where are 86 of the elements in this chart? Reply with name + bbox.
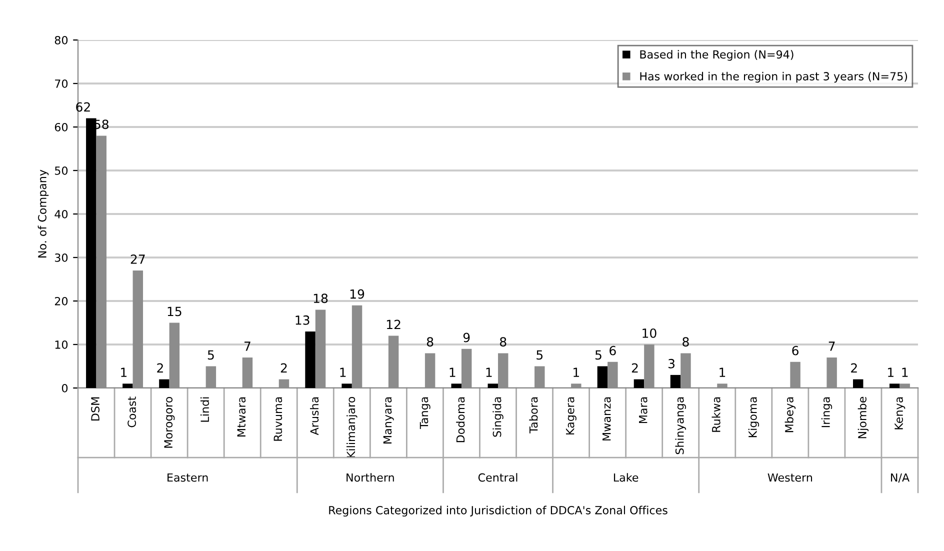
y-tick-label: 30 bbox=[54, 253, 68, 262]
x-tick-label: Kagera bbox=[566, 397, 576, 434]
data-label: 1 bbox=[888, 368, 894, 377]
y-axis-title: No. of Company bbox=[38, 170, 49, 258]
y-tick-label: 40 bbox=[54, 210, 68, 218]
data-label: 5 bbox=[595, 350, 602, 360]
x-tick-label: Arusha bbox=[310, 397, 319, 436]
data-label: 8 bbox=[682, 337, 689, 347]
x-tick-label: Shinyanga bbox=[675, 397, 686, 454]
bar bbox=[634, 379, 644, 388]
y-tick-label: 20 bbox=[54, 296, 68, 306]
data-label: 10 bbox=[642, 328, 656, 338]
x-tick-label: Njombe bbox=[858, 396, 869, 438]
x-tick-label: Dodoma bbox=[456, 397, 465, 442]
x-tick-label: Ruvuma bbox=[274, 397, 282, 441]
data-label: 8 bbox=[500, 337, 506, 347]
bar bbox=[597, 366, 608, 388]
x-tick-label: Mtwara bbox=[237, 397, 246, 436]
data-label: 2 bbox=[280, 363, 287, 373]
data-label: 1 bbox=[486, 368, 492, 377]
text: Eastern bbox=[168, 473, 208, 482]
data-label: 7 bbox=[244, 342, 250, 351]
text: Western bbox=[768, 473, 812, 482]
data-label: 15 bbox=[168, 306, 182, 316]
bar bbox=[852, 379, 864, 388]
data-label: 7 bbox=[828, 342, 835, 351]
x-tick-label: Kilimanjaro bbox=[346, 396, 358, 458]
x-tick-label: Rukwa bbox=[712, 397, 720, 432]
text: Lake bbox=[614, 473, 638, 482]
text: Northern bbox=[346, 473, 394, 482]
bar bbox=[488, 384, 498, 388]
x-tick-label: Manyara bbox=[383, 397, 394, 444]
x-tick-label: Mwanza bbox=[602, 397, 611, 440]
data-label: 5 bbox=[536, 350, 543, 360]
y-tick-label: 50 bbox=[54, 166, 68, 175]
data-label: 2 bbox=[632, 363, 638, 373]
x-tick-label: Mara bbox=[639, 397, 648, 424]
data-label: 5 bbox=[208, 350, 214, 360]
x-tick-label: Coast bbox=[128, 396, 136, 428]
x-tick-label: Kigoma bbox=[748, 397, 760, 438]
data-label: 8 bbox=[426, 337, 434, 347]
data-label: 2 bbox=[157, 363, 163, 373]
x-axis-title: Regions Categorized into Jurisdiction of DDCA's Zonal Offices bbox=[329, 506, 668, 517]
legend-label: Based in the Region (N=94) bbox=[640, 50, 794, 61]
bar bbox=[122, 384, 133, 388]
data-label: 1 bbox=[720, 368, 726, 377]
data-label: 1 bbox=[450, 368, 456, 377]
bar bbox=[342, 384, 352, 388]
data-label: 2 bbox=[851, 363, 857, 373]
x-tick-label: DSM bbox=[91, 397, 100, 420]
bar bbox=[451, 384, 462, 388]
y-tick-label: 70 bbox=[55, 79, 68, 88]
y-tick-label: 80 bbox=[54, 36, 68, 44]
data-label: 1 bbox=[574, 368, 579, 377]
data-label: 6 bbox=[610, 346, 616, 356]
data-label: 13 bbox=[296, 315, 310, 325]
text: N/A bbox=[891, 473, 910, 483]
x-tick-label: Kenya bbox=[894, 397, 906, 430]
x-tick-label: Iringa bbox=[821, 397, 832, 428]
data-label: 6 bbox=[792, 346, 798, 356]
data-label: 1 bbox=[902, 368, 908, 377]
y-tick-label: 60 bbox=[54, 122, 68, 132]
data-label: 9 bbox=[463, 332, 470, 342]
bar bbox=[86, 118, 96, 388]
data-label: 18 bbox=[314, 294, 328, 304]
bar bbox=[670, 374, 681, 388]
y-tick-label: 10 bbox=[55, 340, 68, 349]
x-tick-label: Lindi bbox=[200, 397, 210, 422]
bar bbox=[305, 331, 316, 388]
data-label: 12 bbox=[386, 320, 400, 330]
y-tick-label: 0 bbox=[62, 384, 68, 392]
legend-label: Has worked in the region in past 3 years (N=75) bbox=[640, 72, 908, 83]
x-tick-label: Singida bbox=[492, 397, 504, 437]
data-label: 1 bbox=[121, 368, 127, 377]
bar bbox=[890, 384, 900, 388]
x-tick-label: Morogoro bbox=[164, 396, 175, 448]
data-label: 1 bbox=[340, 368, 346, 377]
text: Central bbox=[478, 473, 518, 482]
data-label: 27 bbox=[130, 254, 145, 264]
x-tick-label: Tanga bbox=[420, 397, 430, 430]
data-label: 3 bbox=[668, 358, 674, 368]
data-label: 19 bbox=[350, 289, 364, 299]
data-label: 62 bbox=[76, 102, 90, 112]
x-tick-label: Tabora bbox=[529, 397, 538, 434]
x-tick-label: Mbeya bbox=[784, 397, 796, 432]
bar bbox=[159, 379, 170, 388]
